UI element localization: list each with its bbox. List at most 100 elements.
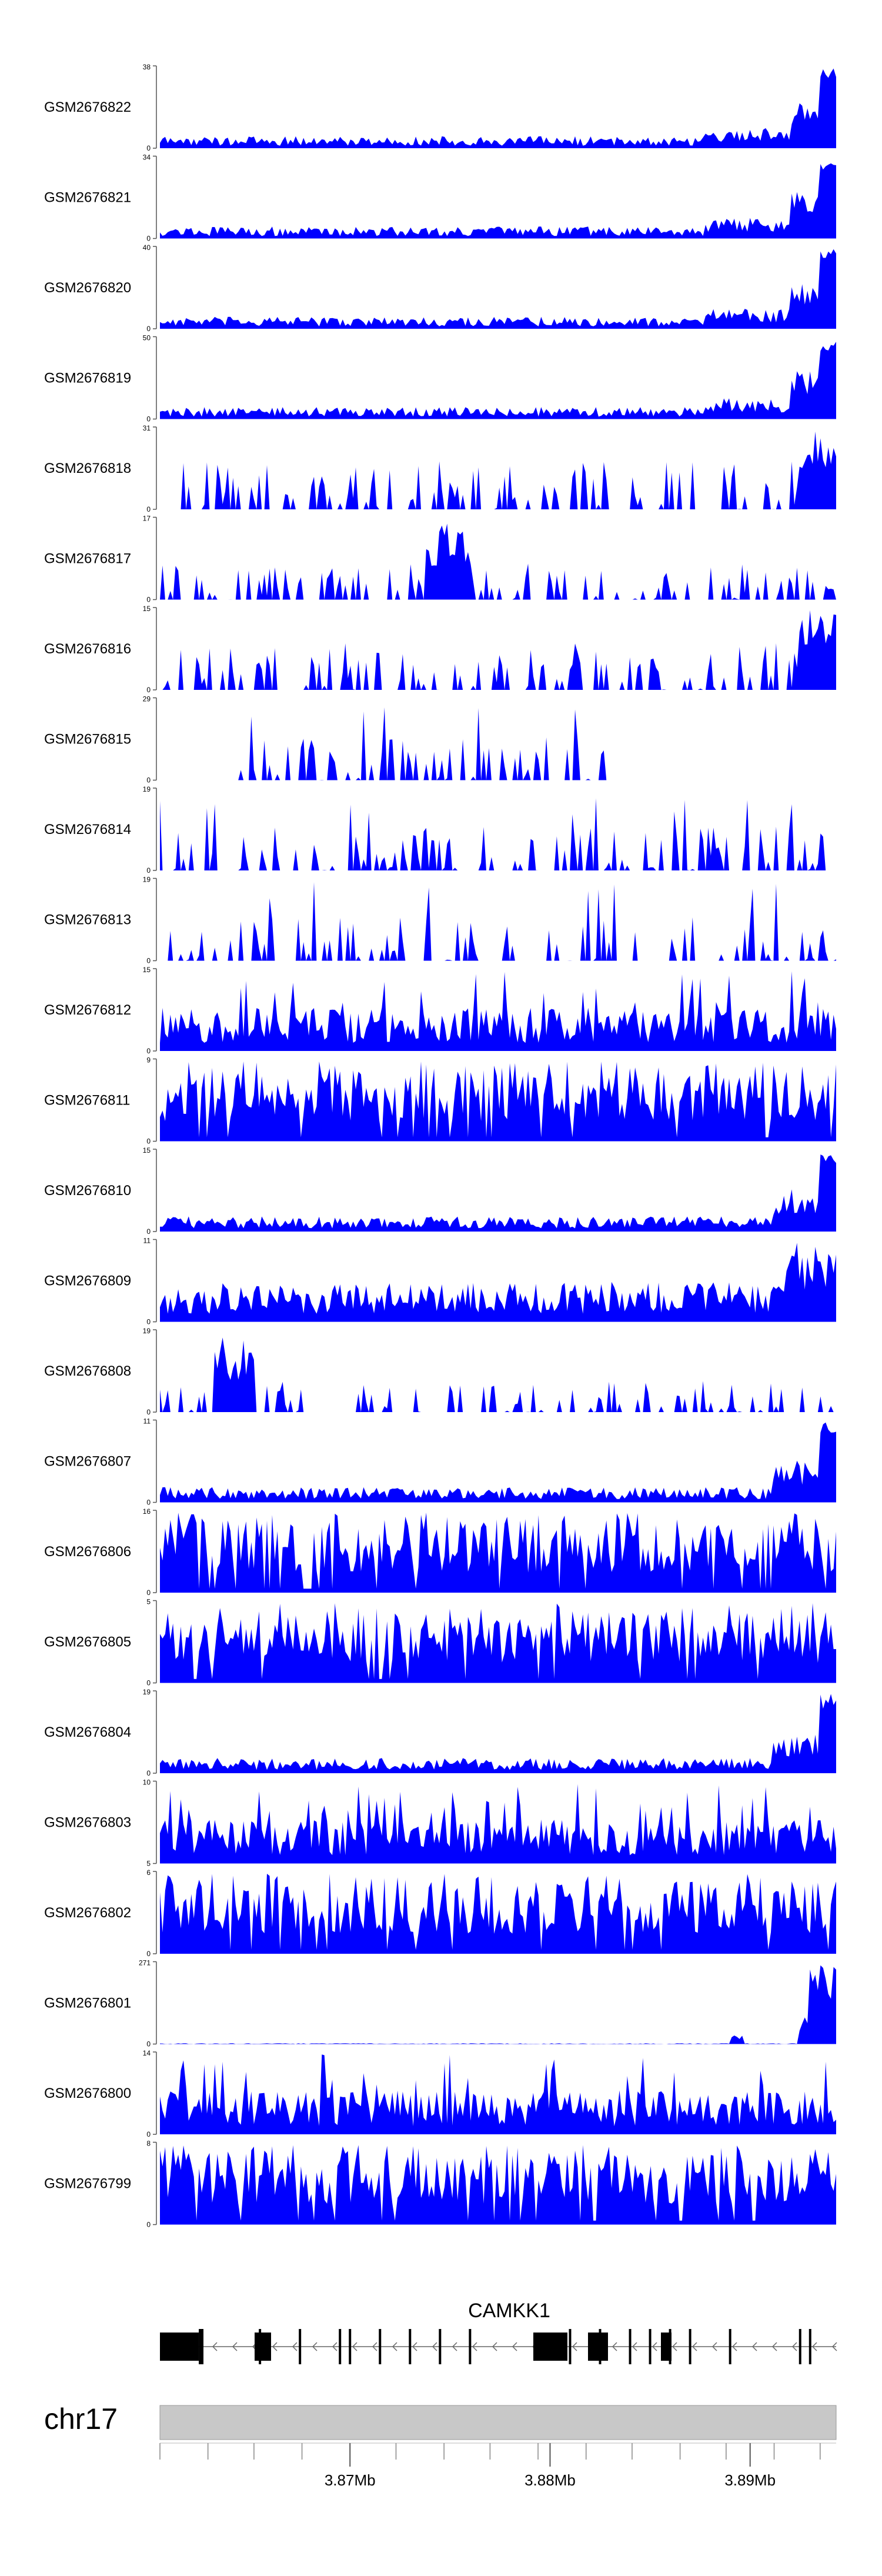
track-name-label: GSM2676805 — [44, 1634, 131, 1650]
strand-chevron — [771, 2342, 777, 2351]
signal-tracks: GSM2676822380GSM2676821340GSM2676820400G… — [44, 63, 836, 2229]
y-min-label: 0 — [146, 1950, 151, 1958]
y-max-label: 9 — [146, 1056, 151, 1065]
track-GSM2676803: GSM2676803 10 5 — [44, 1778, 836, 1868]
strand-chevron — [272, 2342, 278, 2351]
y-min-label: 0 — [146, 325, 151, 333]
x-axis-tick-label: 3.89Mb — [724, 2471, 776, 2489]
signal-area — [160, 249, 836, 329]
y-min-label: 0 — [146, 957, 151, 965]
gene-exon — [299, 2329, 302, 2364]
y-max-label: 11 — [143, 1417, 151, 1426]
strand-chevron — [652, 2342, 657, 2351]
strand-chevron — [412, 2342, 417, 2351]
signal-area — [160, 1243, 836, 1322]
track-GSM2676804: GSM2676804 19 0 — [44, 1688, 836, 1777]
track-GSM2676807: GSM2676807 11 0 — [44, 1417, 836, 1507]
gene-exon — [199, 2329, 202, 2364]
gene-exon — [629, 2329, 632, 2364]
signal-area — [160, 707, 836, 780]
y-max-label: 19 — [143, 1688, 151, 1696]
gene-exon — [469, 2329, 472, 2364]
gene-exon — [669, 2329, 671, 2364]
strand-chevron — [811, 2342, 817, 2351]
y-min-label: 0 — [146, 596, 151, 604]
y-max-label: 17 — [143, 515, 151, 523]
strand-chevron — [232, 2342, 238, 2351]
y-max-label: 38 — [143, 63, 151, 71]
track-GSM2676822: GSM2676822 38 0 — [44, 63, 836, 152]
gene-exon — [533, 2333, 567, 2361]
gene-exon — [599, 2329, 602, 2364]
signal-area — [160, 1694, 836, 1773]
gene-exon — [649, 2329, 652, 2364]
chromosome-label: chr17 — [44, 2403, 118, 2435]
gene-exon — [160, 2333, 199, 2361]
track-GSM2676800: GSM2676800 14 0 — [44, 2049, 836, 2138]
y-min-label: 0 — [146, 1318, 151, 1326]
track-name-label: GSM2676815 — [44, 732, 131, 748]
strand-chevron — [711, 2342, 717, 2351]
y-min-label: 0 — [146, 1408, 151, 1416]
track-GSM2676799: GSM2676799 8 0 — [44, 2140, 836, 2229]
y-min-label: 0 — [146, 2130, 151, 2138]
strand-chevron — [612, 2342, 617, 2351]
track-name-label: GSM2676808 — [44, 1363, 131, 1379]
gene-exon — [689, 2329, 691, 2364]
track-GSM2676813: GSM2676813 19 0 — [44, 876, 836, 965]
y-max-label: 19 — [143, 876, 151, 884]
y-max-label: 40 — [143, 243, 151, 252]
gene-exon — [569, 2329, 572, 2364]
track-name-label: GSM2676802 — [44, 1905, 131, 1921]
track-name-label: GSM2676820 — [44, 280, 131, 296]
track-name-label: GSM2676822 — [44, 99, 131, 115]
strand-chevron — [731, 2342, 737, 2351]
strand-chevron — [632, 2342, 637, 2351]
track-name-label: GSM2676817 — [44, 551, 131, 567]
strand-chevron — [432, 2342, 437, 2351]
track-name-label: GSM2676814 — [44, 822, 131, 837]
strand-chevron — [831, 2342, 837, 2351]
track-name-label: GSM2676809 — [44, 1273, 131, 1289]
signal-area — [160, 610, 836, 690]
gene-exon — [339, 2329, 342, 2364]
strand-chevron — [691, 2342, 697, 2351]
y-min-label: 0 — [146, 1589, 151, 1597]
strand-chevron — [512, 2342, 517, 2351]
gene-exon — [808, 2329, 811, 2364]
y-min-label: 0 — [146, 1137, 151, 1146]
y-min-label: 0 — [146, 2040, 151, 2048]
strand-chevron — [791, 2342, 797, 2351]
track-name-label: GSM2676800 — [44, 2086, 131, 2101]
x-axis-tick-label: 3.88Mb — [524, 2471, 576, 2489]
track-GSM2676817: GSM2676817 17 0 — [44, 515, 836, 604]
track-GSM2676802: GSM2676802 6 0 — [44, 1868, 836, 1958]
y-max-label: 16 — [143, 1507, 151, 1516]
signal-area — [160, 1874, 836, 1954]
gene-exon — [588, 2333, 608, 2361]
strand-chevron — [452, 2342, 457, 2351]
track-name-label: GSM2676801 — [44, 1996, 131, 2011]
signal-area — [160, 1513, 836, 1593]
signal-area — [160, 2054, 836, 2134]
x-axis-tick-label: 3.87Mb — [325, 2471, 376, 2489]
track-GSM2676814: GSM2676814 19 0 — [44, 785, 836, 875]
strand-chevron — [292, 2342, 298, 2351]
y-min-label: 0 — [146, 144, 151, 152]
track-name-label: GSM2676804 — [44, 1724, 131, 1740]
strand-chevron — [312, 2342, 318, 2351]
signal-area — [160, 431, 836, 509]
gene-exon — [439, 2329, 442, 2364]
track-GSM2676811: GSM2676811 9 0 — [44, 1056, 836, 1146]
strand-chevron — [212, 2342, 218, 2351]
y-min-label: 5 — [146, 1860, 151, 1868]
track-name-label: GSM2676799 — [44, 2176, 131, 2192]
track-name-label: GSM2676819 — [44, 371, 131, 386]
strand-chevron — [332, 2342, 338, 2351]
y-min-label: 0 — [146, 776, 151, 785]
track-name-label: GSM2676807 — [44, 1454, 131, 1470]
y-min-label: 0 — [146, 505, 151, 513]
track-GSM2676806: GSM2676806 16 0 — [44, 1507, 836, 1597]
signal-area — [160, 1061, 836, 1142]
track-name-label: GSM2676812 — [44, 1002, 131, 1018]
